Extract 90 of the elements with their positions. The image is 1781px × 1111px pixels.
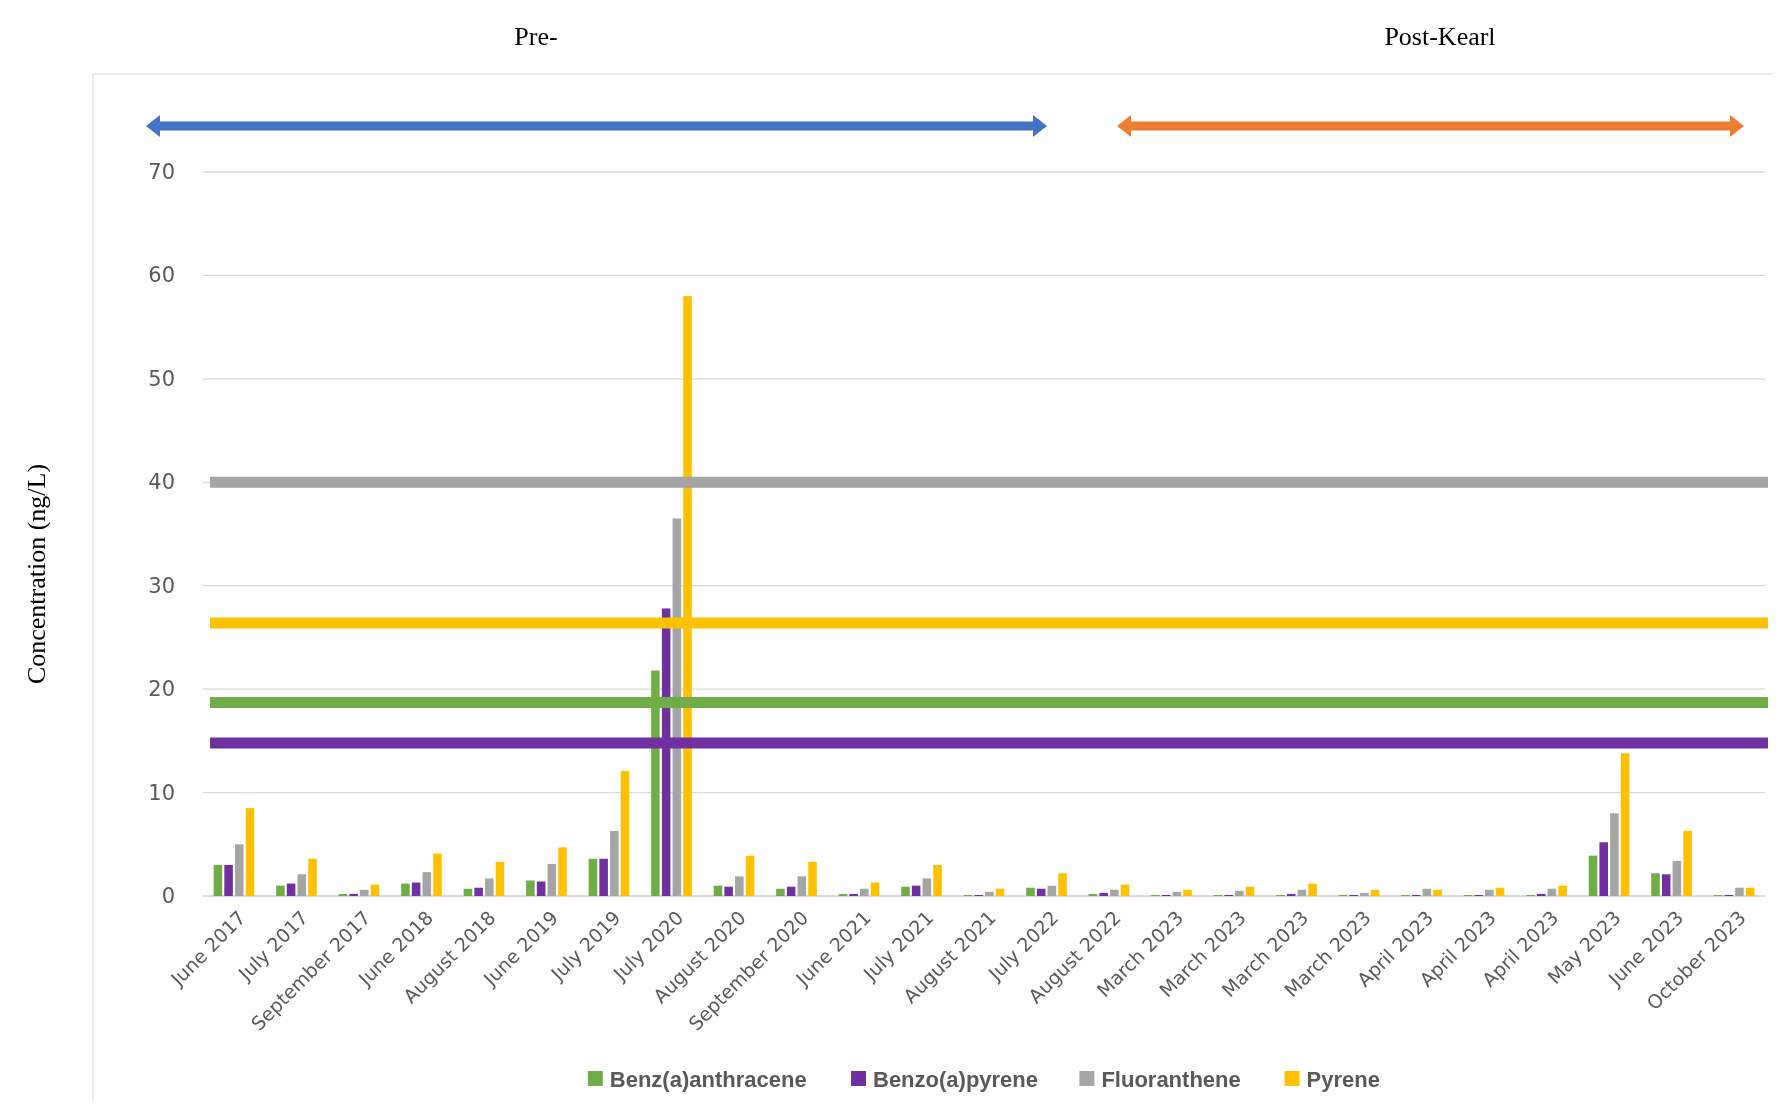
bar <box>1599 842 1608 896</box>
bar <box>297 874 307 896</box>
bar <box>474 887 483 896</box>
bar <box>411 882 421 896</box>
bar <box>1422 888 1432 896</box>
bar <box>724 886 733 896</box>
bar <box>933 864 942 896</box>
bar <box>1547 888 1557 896</box>
bar <box>1235 890 1244 896</box>
bar <box>1661 874 1671 896</box>
bar <box>745 855 755 896</box>
y-axis-title: Concentration (ng/L) <box>21 463 51 685</box>
bar <box>526 880 535 896</box>
bar <box>735 876 744 896</box>
bar <box>849 893 858 896</box>
bar <box>1120 884 1130 896</box>
bar <box>1433 889 1442 896</box>
bar <box>1620 753 1630 896</box>
bar <box>463 888 473 896</box>
bar <box>245 808 255 896</box>
bar <box>1745 887 1755 896</box>
bar <box>235 844 244 896</box>
bar <box>213 864 223 896</box>
bar <box>985 891 994 896</box>
bar <box>713 885 723 896</box>
bar <box>808 861 817 896</box>
bar <box>610 830 619 896</box>
y-tick-label: 20 <box>148 677 175 702</box>
bar <box>558 847 567 896</box>
bar <box>360 889 369 896</box>
legend-label: Pyrene <box>1306 1066 1380 1092</box>
legend-label: Benzo(a)pyrene <box>873 1066 1039 1092</box>
bar <box>797 876 807 896</box>
bar <box>1651 873 1660 896</box>
bar <box>599 858 608 896</box>
bar <box>1588 855 1598 896</box>
legend-label: Fluoranthene <box>1101 1066 1241 1092</box>
bar <box>536 881 546 896</box>
bar <box>1099 892 1108 896</box>
bar <box>276 885 285 896</box>
y-tick-label: 40 <box>148 470 175 495</box>
text: Pre- <box>514 21 558 51</box>
bar <box>588 858 598 896</box>
bar <box>370 884 380 896</box>
bar <box>1308 883 1317 896</box>
bar <box>1683 830 1692 896</box>
bar <box>1036 888 1046 896</box>
bar <box>870 882 880 896</box>
bar <box>433 853 442 896</box>
bar <box>401 883 410 896</box>
legend-label: Benz(a)anthracene <box>609 1066 807 1092</box>
bar <box>1245 886 1255 896</box>
bar <box>547 863 557 896</box>
bar <box>995 888 1005 896</box>
y-tick-label: 60 <box>148 263 175 288</box>
y-tick-label: 70 <box>148 160 175 184</box>
y-tick-label: 0 <box>161 884 175 908</box>
bar <box>1485 889 1494 896</box>
bar <box>1495 887 1505 896</box>
bar <box>860 888 869 896</box>
bar <box>485 878 494 896</box>
bar <box>349 893 358 896</box>
bar <box>1370 889 1380 896</box>
bar <box>786 886 796 896</box>
bar <box>1183 889 1192 896</box>
bar <box>1058 873 1067 896</box>
bar <box>1026 887 1035 896</box>
bar <box>1297 889 1307 896</box>
bar <box>422 872 432 896</box>
bar <box>901 886 910 896</box>
bar <box>1558 885 1567 896</box>
bar <box>1610 813 1619 896</box>
y-tick-label: 10 <box>148 780 175 805</box>
bar <box>911 885 921 896</box>
bar <box>495 861 505 896</box>
bar <box>1360 892 1369 896</box>
bar <box>1735 887 1744 896</box>
bar <box>620 770 630 896</box>
bar <box>1047 885 1057 896</box>
bar <box>1110 889 1119 896</box>
bar <box>286 883 296 896</box>
bar <box>776 888 785 896</box>
y-tick-label: 50 <box>148 366 175 391</box>
bar <box>922 878 932 896</box>
bar <box>308 858 317 896</box>
text: Post-Kearl <box>1384 21 1496 51</box>
bar <box>224 864 233 896</box>
y-tick-label: 30 <box>148 573 175 598</box>
bar <box>1672 860 1682 896</box>
bar <box>1172 891 1182 896</box>
